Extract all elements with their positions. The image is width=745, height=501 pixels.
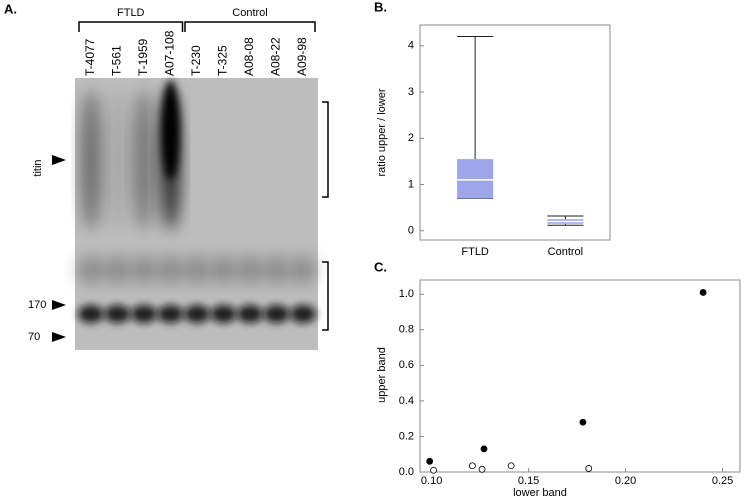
- group-label: Control: [232, 7, 267, 19]
- arrowhead: [52, 155, 66, 165]
- bands: [78, 80, 316, 323]
- lane-label: T-1959: [136, 38, 150, 76]
- y-tick-label: 3: [408, 86, 414, 98]
- y-tick-label: 2: [408, 132, 414, 144]
- band-upper: [290, 256, 316, 284]
- band-smear: [81, 90, 101, 230]
- point: [480, 445, 488, 453]
- x-axis-label: lower band: [513, 487, 567, 499]
- plot-frame: [419, 279, 741, 473]
- group-bracket: [78, 21, 184, 32]
- point: [478, 465, 486, 473]
- group-label: FTLD: [117, 7, 145, 19]
- y-tick-label: 4: [408, 40, 414, 52]
- marker-label: 170: [28, 299, 46, 311]
- band-upper: [104, 256, 131, 284]
- x-tick-label: 0.25: [712, 475, 733, 487]
- y-tick-label: 0.2: [399, 430, 414, 442]
- band-smear: [107, 90, 128, 230]
- band-smear: [134, 90, 154, 230]
- band-lower: [104, 305, 131, 323]
- y-tick-label: 0: [408, 225, 414, 237]
- plot-frame: [419, 24, 611, 241]
- band-upper: [237, 256, 263, 284]
- point: [426, 457, 434, 465]
- band-upper: [210, 256, 237, 284]
- y-tick-label: 1: [408, 178, 414, 190]
- y-tick-label: 1.0: [399, 288, 414, 300]
- blot: titin 170 70: [28, 78, 329, 350]
- band-upper: [184, 256, 210, 284]
- bracket: [322, 101, 329, 331]
- band-lower: [290, 305, 316, 323]
- panel-label: C.: [374, 259, 387, 274]
- band-upper: [263, 256, 290, 284]
- arrowhead: [52, 300, 66, 310]
- band-upper: [78, 256, 104, 284]
- group-bracket: [184, 21, 316, 32]
- lane-label: A08-08: [242, 37, 256, 76]
- band-lower: [157, 305, 184, 323]
- point: [699, 289, 707, 296]
- marker-label: titin: [32, 159, 44, 176]
- band-lower: [210, 305, 237, 323]
- band-smear: [161, 80, 180, 180]
- point: [468, 462, 476, 470]
- x-tick-label: 0.10: [421, 475, 442, 487]
- band-upper: [157, 256, 184, 284]
- band-lower: [237, 305, 263, 323]
- lane-label: T-230: [189, 45, 203, 76]
- point: [430, 466, 437, 474]
- point: [579, 418, 587, 426]
- lane-label: T-4077: [83, 38, 97, 76]
- box: [457, 159, 494, 199]
- lane-label: A09-98: [295, 37, 309, 76]
- lane-label: A07-108: [163, 30, 177, 76]
- x-tick-label: Control: [548, 246, 583, 258]
- point: [585, 465, 593, 472]
- lane-label: T-325: [216, 45, 230, 76]
- arrowhead: [52, 332, 66, 342]
- band-lower: [78, 305, 104, 323]
- y-tick-label: 0.6: [399, 359, 414, 371]
- band-lower: [184, 305, 210, 323]
- x-tick-label: 0.20: [615, 475, 636, 487]
- lane-label: A08-22: [269, 37, 283, 76]
- y-tick-label: 0.8: [399, 324, 414, 336]
- point: [507, 462, 515, 470]
- y-tick-label: 0.0: [399, 466, 414, 478]
- band-upper: [131, 256, 157, 284]
- y-tick-label: 0.4: [399, 395, 414, 407]
- panel-label: B.: [374, 0, 387, 14]
- x-tick-label: FTLD: [461, 246, 489, 258]
- y-axis-label: upper band: [376, 347, 388, 403]
- band-lower: [131, 305, 157, 323]
- x-tick-label: 0.15: [518, 475, 539, 487]
- band-lower: [263, 305, 290, 323]
- lane-label: T-561: [110, 45, 124, 76]
- marker-label: 70: [28, 331, 40, 343]
- y-axis-label: ratio upper / lower: [376, 88, 388, 176]
- panel-label: A.: [4, 1, 17, 16]
